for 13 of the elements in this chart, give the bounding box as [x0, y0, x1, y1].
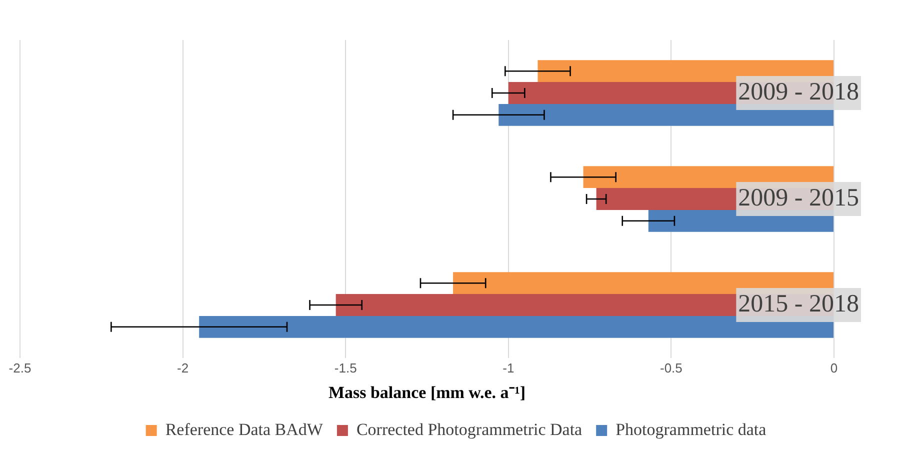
- x-tick-label: -1: [502, 360, 514, 376]
- x-tick-label: 0: [830, 360, 838, 376]
- x-tick-label: -0.5: [660, 360, 682, 376]
- x-tick-label: -2.5: [8, 360, 32, 376]
- x-tick-label: -1.5: [334, 360, 357, 376]
- legend-label: Reference Data BAdW: [165, 420, 324, 439]
- legend-label: Corrected Photogrammetric Data: [356, 420, 583, 439]
- legend-label: Photogrammetric data: [616, 420, 767, 439]
- x-tick-label: -2: [177, 360, 189, 376]
- y-tick-label: 2009 - 2018: [738, 78, 859, 106]
- y-tick-label: 2009 - 2015: [738, 184, 859, 212]
- x-axis-title: Mass balance [mm w.e. a⁻¹]: [328, 383, 526, 402]
- y-tick-label: 2015 - 2018: [738, 290, 859, 318]
